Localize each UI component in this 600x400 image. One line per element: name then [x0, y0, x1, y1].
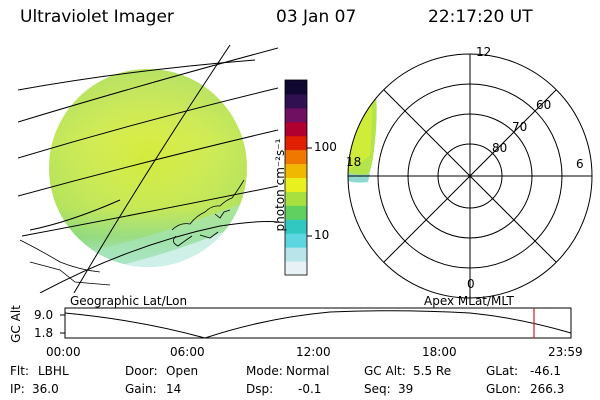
colorbar-band	[285, 177, 307, 192]
status-value: 36.0	[32, 382, 59, 396]
lat-label-60: 60	[536, 98, 552, 112]
status-value: LBHL	[38, 364, 69, 378]
status-value: 14	[166, 382, 182, 396]
status-value: Open	[166, 364, 199, 378]
colorbar-band	[285, 80, 307, 95]
status-value: -0.1	[298, 382, 322, 396]
mlt-label-left: 18	[346, 155, 362, 169]
status-key: Door:	[125, 364, 158, 378]
colorbar	[284, 79, 312, 276]
colorbar-band	[285, 135, 307, 151]
status-key: GLat:	[486, 364, 519, 378]
status-key: IP:	[10, 382, 25, 396]
status-key: GLon:	[486, 382, 521, 396]
colorbar-band	[285, 219, 307, 234]
status-key: GC Alt:	[364, 364, 406, 378]
colorbar-band	[285, 261, 307, 276]
time-tick: 23:59	[548, 345, 583, 359]
instrument-title: Ultraviolet Imager	[20, 7, 174, 27]
geo-map	[18, 45, 278, 293]
altitude-curve	[64, 310, 572, 339]
altitude-tick-low: 1.8	[34, 326, 54, 340]
colorbar-tick-10: 10	[314, 228, 330, 242]
colorbar-band	[285, 149, 307, 165]
time-tick: 12:00	[296, 345, 331, 359]
mlt-label-top: 12	[476, 45, 492, 59]
status-key: Gain:	[125, 382, 157, 396]
date-label: 03 Jan 07	[276, 7, 357, 27]
colorbar-band	[285, 191, 307, 206]
status-key: Mode:	[246, 364, 283, 378]
status-key: Dsp:	[246, 382, 274, 396]
status-value: 266.3	[530, 382, 565, 396]
time-tick: 06:00	[170, 345, 205, 359]
altitude-tick-high: 9.0	[34, 308, 54, 322]
polar-plot	[347, 53, 593, 299]
time-tick: 00:00	[46, 345, 81, 359]
altitude-axis-label: GC Alt	[9, 305, 23, 343]
mlt-label-bottom: 0	[467, 277, 475, 291]
time-tick: 18:00	[422, 345, 457, 359]
colorbar-band	[285, 205, 307, 220]
colorbar-band	[285, 121, 307, 137]
coastline	[19, 179, 245, 286]
lat-label-70: 70	[512, 120, 528, 134]
colorbar-tick-100: 100	[314, 140, 337, 154]
colorbar-band	[285, 93, 307, 109]
status-value: 5.5 Re	[413, 364, 452, 378]
status-value: Normal	[286, 364, 330, 378]
status-value: 39	[398, 382, 414, 396]
colorbar-band	[285, 247, 307, 262]
colorbar-band	[285, 163, 307, 178]
altitude-plot	[60, 307, 572, 339]
status-key: Flt:	[10, 364, 29, 378]
geo-grid	[18, 45, 278, 293]
geo-map-caption: Geographic Lat/Lon	[70, 294, 188, 308]
colorbar-unit-label: photon cm⁻²s⁻¹	[273, 138, 287, 232]
colorbar-band	[285, 107, 307, 123]
colorbar-band	[285, 233, 307, 248]
mlt-label-right: 6	[576, 157, 584, 171]
status-value: -46.1	[530, 364, 562, 378]
status-key: Seq:	[364, 382, 391, 396]
polar-plot-caption: Apex MLat/MLT	[424, 294, 514, 308]
lat-label-80: 80	[492, 141, 508, 155]
time-label: 22:17:20 UT	[428, 7, 533, 27]
